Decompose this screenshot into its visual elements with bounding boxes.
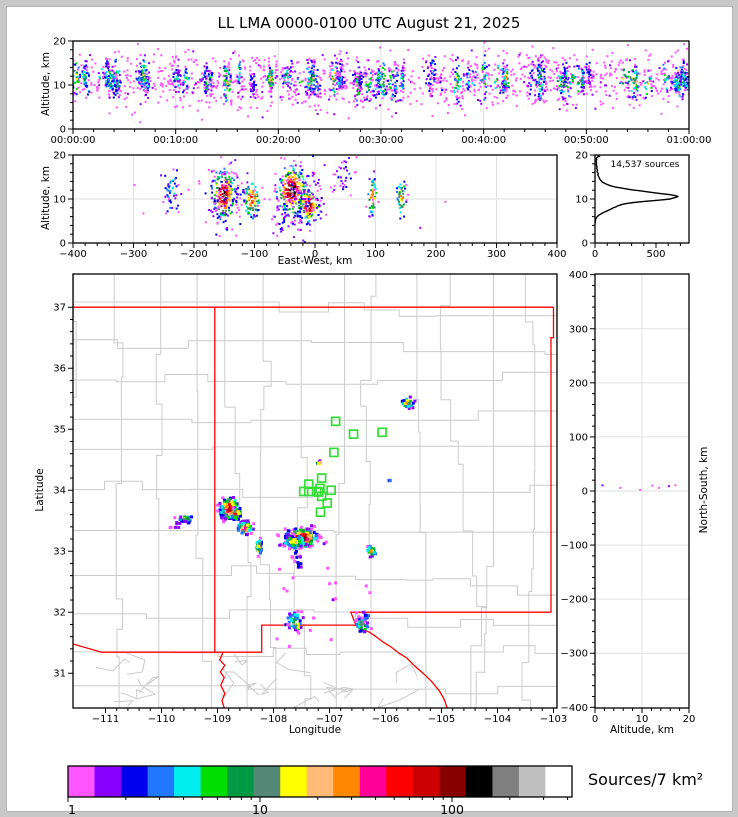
ew-panel-ylabel: Altitude, km (40, 166, 52, 231)
map-xlabel: Longitude (288, 724, 342, 736)
colorbar-label: Sources/7 km² (588, 770, 704, 789)
figure-canvas (6, 6, 733, 812)
plot-title: LL LMA 0000-0100 UTC August 21, 2025 (217, 14, 521, 32)
source-count-annotation: 14,537 sources (610, 160, 680, 170)
map-ylabel: Latitude (34, 468, 46, 512)
ns-panel-xlabel: Altitude, km (609, 724, 674, 736)
ns-panel-ylabel: North-South, km (698, 446, 710, 534)
ew-panel-xlabel: East-West, km (277, 255, 353, 267)
